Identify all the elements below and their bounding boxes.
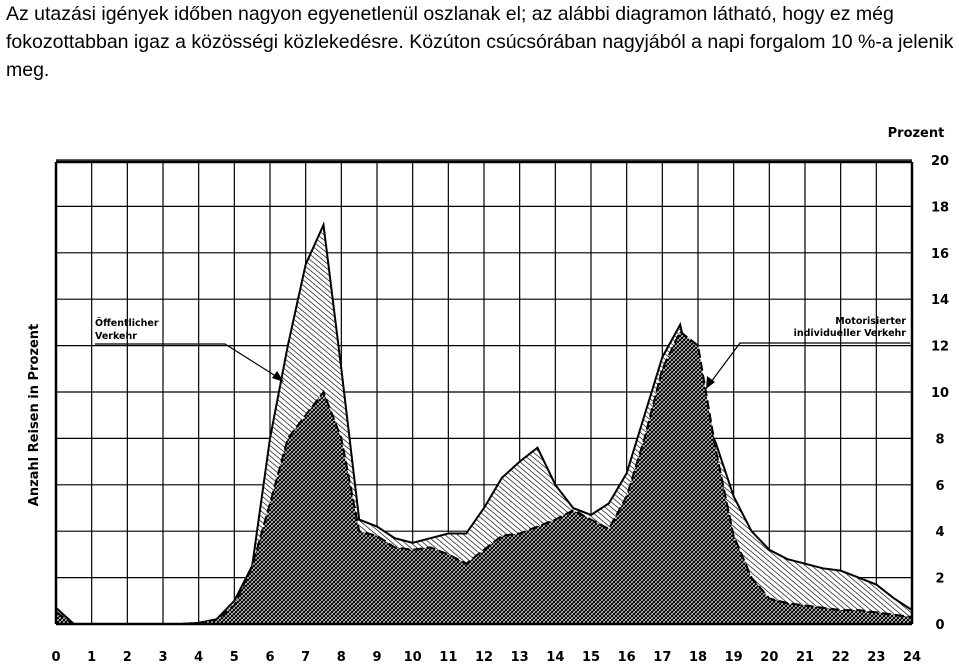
x-tick-label: 17 — [653, 650, 671, 664]
annotation-arrowhead-private — [706, 376, 715, 389]
x-tick-label: 20 — [760, 650, 778, 664]
annotation-arrowhead-public — [272, 371, 284, 382]
x-tick-label: 7 — [301, 650, 310, 664]
x-tick-label: 16 — [618, 650, 636, 664]
private-motorized-area-outline — [55, 330, 913, 625]
y-tick-label: 18 — [931, 200, 949, 215]
x-tick-label: 2 — [123, 650, 132, 664]
annotation-label-private: individueller Verkehr — [794, 328, 907, 339]
x-tick-label: 15 — [582, 650, 600, 664]
x-tick-label: 14 — [546, 650, 564, 664]
tick-labels: 0 1 2 3 4 5 6 7 8 9 10 11 12 13 14 15 16 17 18 19 20 21 22 23 24… — [27, 126, 949, 664]
x-tick-label: 22 — [832, 650, 850, 664]
x-tick-label: 18 — [689, 650, 707, 664]
x-tick-label: 12 — [475, 650, 493, 664]
y-tick-label: 20 — [931, 154, 949, 169]
x-tick-label: 3 — [158, 650, 167, 664]
x-tick-label: 0 — [51, 650, 60, 664]
y-tick-label: 14 — [931, 293, 949, 308]
x-tick-label: 21 — [796, 650, 814, 664]
x-tick-label: 8 — [337, 650, 346, 664]
y-tick-label: 2 — [935, 572, 944, 587]
y-tick-label: 6 — [935, 479, 944, 494]
x-tick-label: 23 — [867, 650, 885, 664]
annotation-leader-public — [95, 343, 283, 381]
x-tick-label: 19 — [725, 650, 743, 664]
axes — [54, 160, 914, 626]
public-transport-area-outline — [55, 221, 913, 625]
private-motorized-area — [56, 331, 912, 624]
annotation-label-private: Motorisierter — [835, 316, 906, 327]
annotations: Öffentlicher Verkehr Motorisierterindividu… — [95, 316, 910, 389]
x-tick-label: 10 — [404, 650, 422, 664]
caption-text: Az utazási igények időben nagyon egyenet… — [6, 3, 954, 81]
data-areas — [55, 221, 913, 625]
x-tick-label: 1 — [87, 650, 96, 664]
y2-axis-label: Prozent — [888, 126, 945, 141]
y-tick-label: 12 — [931, 340, 949, 355]
annotation-label-public: Öffentlicher — [95, 318, 159, 329]
y-tick-label: 8 — [935, 432, 944, 447]
x-tick-label: 9 — [372, 650, 381, 664]
y-tick-label: 4 — [935, 525, 944, 540]
y-tick-label: 0 — [935, 618, 944, 633]
annotation-leader-private — [707, 342, 910, 387]
x-tick-label: 11 — [439, 650, 457, 664]
x-tick-label: 5 — [230, 650, 239, 664]
x-tick-label: 13 — [511, 650, 529, 664]
y-tick-label: 16 — [931, 247, 949, 262]
x-tick-label: 6 — [265, 650, 274, 664]
x-tick-label: 24 — [903, 650, 921, 664]
x-tick-label: 4 — [194, 650, 203, 664]
y-axis-label: Anzahl Reisen in Prozent — [27, 324, 42, 506]
y-tick-label: 10 — [931, 386, 949, 401]
annotation-label-public: Verkehr — [95, 331, 137, 342]
